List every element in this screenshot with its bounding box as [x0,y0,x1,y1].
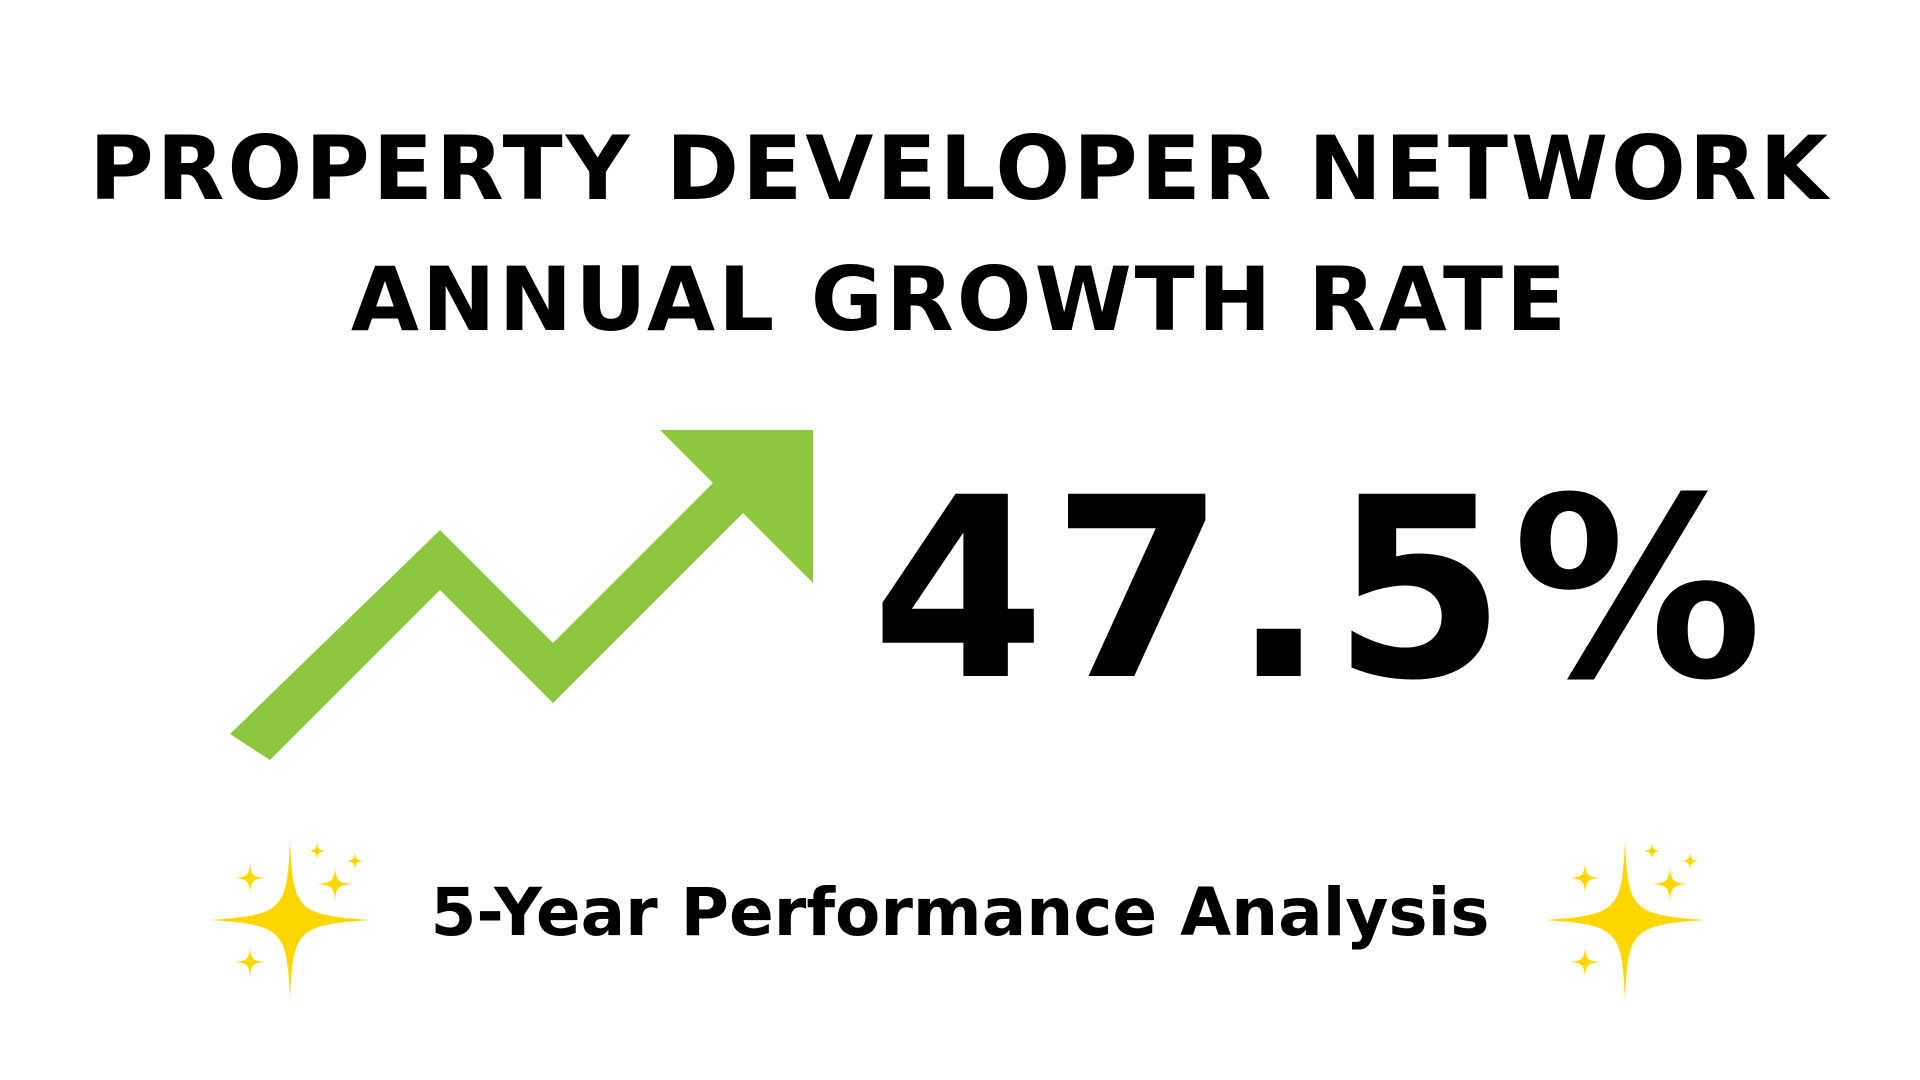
title-line-1: PROPERTY DEVELOPER NETWORK [89,117,1831,220]
sparkles-icon [1545,840,1705,1000]
subtitle: 5-Year Performance Analysis [430,874,1490,951]
growth-rate-value: 47.5% [871,444,1769,735]
title-line-2: ANNUAL GROWTH RATE [350,248,1570,351]
sparkles-icon [210,840,370,1000]
trending-up-arrow-icon [230,430,813,760]
